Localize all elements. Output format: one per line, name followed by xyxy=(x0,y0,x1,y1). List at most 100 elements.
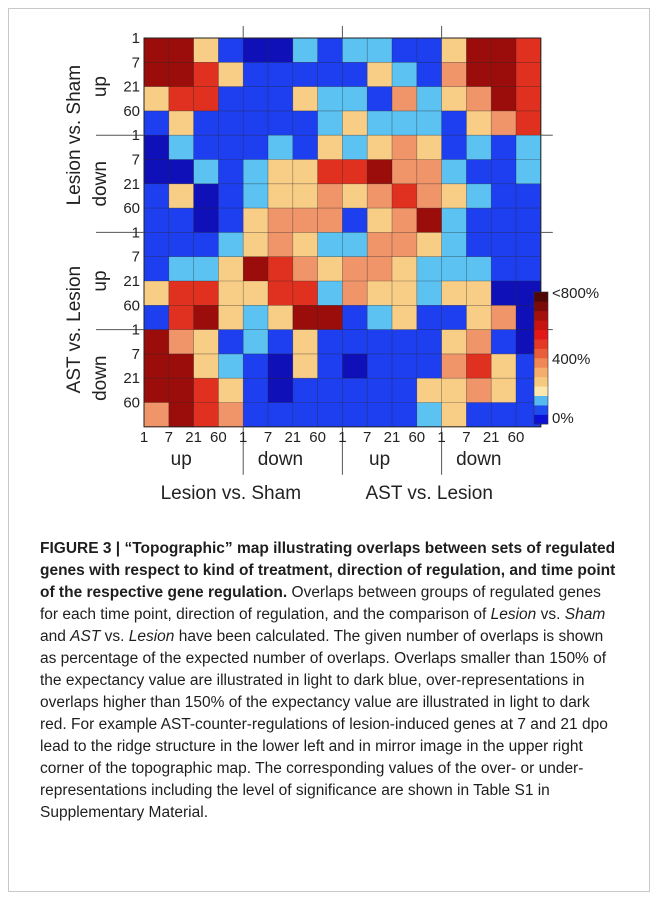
heatmap-cell xyxy=(367,329,393,355)
colorbar-tick-label: <800% xyxy=(552,285,599,302)
column-tick-label: 21 xyxy=(483,429,500,446)
heatmap-cell xyxy=(144,402,170,428)
heatmap-cell xyxy=(342,378,368,403)
heatmap-cell xyxy=(516,159,542,185)
heatmap-cell xyxy=(342,232,368,258)
heatmap-cell xyxy=(392,353,418,379)
heatmap-cell xyxy=(292,305,318,330)
heatmap-cell xyxy=(491,62,517,87)
heatmap-cell xyxy=(193,353,219,379)
heatmap-cell xyxy=(342,305,368,330)
heatmap-cell xyxy=(441,110,467,136)
heatmap-cell xyxy=(144,305,170,330)
heatmap-cell xyxy=(416,378,442,403)
heatmap-cell xyxy=(292,159,318,185)
heatmap-cell xyxy=(367,353,393,379)
heatmap-cell xyxy=(367,256,393,282)
heatmap-cell xyxy=(342,208,368,233)
heatmap-cell xyxy=(491,256,517,282)
heatmap-cell xyxy=(168,183,194,209)
colorbar-border xyxy=(533,291,549,425)
heatmap-cell xyxy=(516,110,542,136)
heatmap-cell xyxy=(466,232,492,258)
heatmap-cell xyxy=(392,305,418,330)
heatmap-cell xyxy=(466,378,492,403)
heatmap-cell xyxy=(392,62,418,87)
heatmap-cell xyxy=(392,38,418,63)
column-tick-label: 7 xyxy=(264,429,272,446)
heatmap-cell xyxy=(144,38,170,63)
heatmap-cell xyxy=(491,110,517,136)
heatmap-cell xyxy=(441,208,467,233)
heatmap-cell xyxy=(268,402,294,428)
heatmap-cell xyxy=(491,159,517,185)
heatmap-cell xyxy=(466,159,492,185)
heatmap-cell xyxy=(218,305,244,330)
heatmap-cell xyxy=(268,159,294,185)
column-tick-label: 21 xyxy=(185,429,202,446)
row-tick-label: 7 xyxy=(132,152,140,169)
heatmap-cell xyxy=(218,38,244,63)
heatmap-cell xyxy=(317,208,343,233)
heatmap-cell xyxy=(317,183,343,209)
heatmap-cell xyxy=(416,353,442,379)
heatmap-cell xyxy=(268,208,294,233)
row-tick-label: 7 xyxy=(132,346,140,363)
heatmap-cell xyxy=(218,281,244,306)
heatmap-cell xyxy=(342,353,368,379)
heatmap-cell xyxy=(168,159,194,185)
heatmap-cell xyxy=(392,183,418,209)
heatmap-cell xyxy=(516,86,542,112)
heatmap-cell xyxy=(441,62,467,87)
colorbar-swatch xyxy=(534,376,548,387)
heatmap-cell xyxy=(466,329,492,355)
caption-text-1: Overlaps between groups of regulated gen… xyxy=(40,584,601,623)
heatmap-cell xyxy=(441,135,467,160)
heatmap-cell xyxy=(441,378,467,403)
heatmap-cell xyxy=(342,159,368,185)
heatmap-cell xyxy=(268,329,294,355)
heatmap-cell xyxy=(243,378,269,403)
heatmap-cell xyxy=(367,38,393,63)
row-tick-label: 60 xyxy=(123,297,140,314)
heatmap-cell xyxy=(416,38,442,63)
heatmap-cell xyxy=(243,281,269,306)
heatmap-cell xyxy=(268,38,294,63)
heatmap-cell xyxy=(466,110,492,136)
heatmap-cell xyxy=(441,329,467,355)
heatmap-cell xyxy=(292,378,318,403)
heatmap-cell xyxy=(218,256,244,282)
heatmap-cell xyxy=(392,281,418,306)
heatmap-cell xyxy=(441,232,467,258)
heatmap-cell xyxy=(168,62,194,87)
heatmap-cell xyxy=(292,353,318,379)
row-tick-label: 7 xyxy=(132,54,140,71)
heatmap-cell xyxy=(466,402,492,428)
heatmap-cell xyxy=(317,353,343,379)
heatmap-cell xyxy=(168,329,194,355)
heatmap-cell xyxy=(292,329,318,355)
heatmap-cell xyxy=(416,110,442,136)
heatmap-cell xyxy=(292,232,318,258)
heatmap-cell xyxy=(168,38,194,63)
heatmap-cell xyxy=(268,110,294,136)
row-tick-label: 60 xyxy=(123,395,140,412)
column-tick-label: 1 xyxy=(437,429,445,446)
heatmap-cell xyxy=(144,62,170,87)
heatmap-cell xyxy=(441,86,467,112)
heatmap-cell xyxy=(342,256,368,282)
heatmap-cell xyxy=(268,305,294,330)
colorbar-swatch xyxy=(534,301,548,312)
heatmap-cell xyxy=(144,135,170,160)
column-comparison-label: Lesion vs. Sham xyxy=(161,483,301,504)
heatmap-cell xyxy=(268,256,294,282)
colorbar-swatch xyxy=(534,395,548,406)
colorbar-swatch xyxy=(534,348,548,359)
heatmap-cell xyxy=(491,232,517,258)
figure-panel-border xyxy=(8,8,650,892)
heatmap-cell xyxy=(218,353,244,379)
heatmap-cell xyxy=(168,135,194,160)
heatmap-cell xyxy=(268,86,294,112)
heatmap-cell xyxy=(441,159,467,185)
